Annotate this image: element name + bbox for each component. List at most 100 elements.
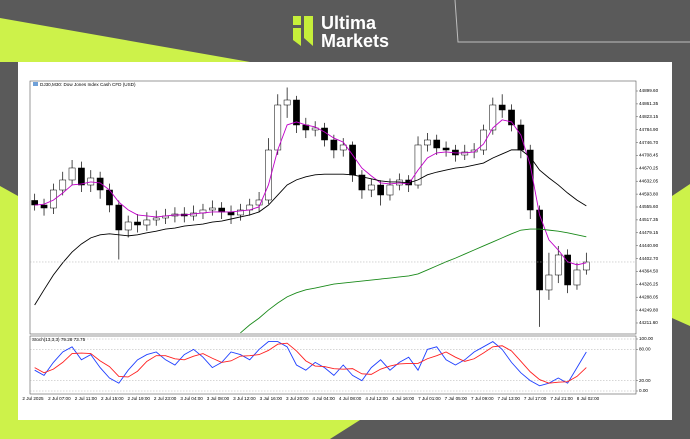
x-tick-label: 4 Jul 08:00 [339, 396, 362, 401]
candle-body [564, 254, 571, 286]
accent-shape [0, 420, 360, 439]
y-tick-label: 44326.25 [639, 282, 659, 287]
y-tick-label: 44823.15 [639, 114, 659, 119]
candle-body [498, 104, 506, 111]
candle-body [508, 109, 515, 126]
y-tick-label: 44670.25 [639, 166, 659, 171]
logo: Ultima Markets [293, 13, 389, 51]
x-tick-label: 2 Jul 23:00 [154, 396, 177, 401]
y-tick-label: 44632.05 [639, 178, 659, 183]
y-tick-label: 44708.45 [639, 153, 659, 158]
y-tick-label: 44861.35 [639, 101, 659, 106]
logo-icon [304, 16, 313, 46]
candle-body [208, 207, 216, 211]
accent-shape [0, 18, 250, 62]
candle-body [545, 274, 553, 291]
candle-body [227, 211, 235, 216]
decor-line [454, 0, 690, 43]
candle-body [68, 167, 76, 181]
candle-body [124, 221, 132, 231]
candle-body [134, 221, 141, 226]
y-tick-label: 44517.35 [639, 217, 659, 222]
candle-body [414, 144, 422, 186]
candle-body [442, 147, 450, 151]
y-tick-label: 44249.80 [639, 307, 659, 312]
x-tick-label: 2 Jul 19:00 [127, 396, 150, 401]
y-tick-label: 44364.50 [639, 269, 659, 274]
y-tick-label: 80.00 [639, 347, 651, 352]
candle-body [489, 104, 497, 131]
logo-icon [293, 16, 301, 25]
x-tick-label: 2 Jul 15:00 [101, 396, 124, 401]
x-tick-label: 7 Jul 09:00 [471, 396, 494, 401]
candle-body [554, 254, 562, 276]
candle-body [115, 204, 123, 231]
candle-body [265, 149, 272, 201]
candle-body [536, 209, 543, 291]
candle-body [321, 127, 328, 141]
candle-body [152, 217, 160, 221]
indicator-line [240, 228, 587, 334]
x-tick-label: 7 Jul 01:00 [418, 396, 441, 401]
candle-body [377, 184, 384, 196]
candle-body [96, 177, 104, 191]
y-tick-label: 44440.90 [639, 243, 659, 248]
x-tick-label: 8 Jul 02:00 [577, 396, 600, 401]
x-tick-label: 2 Jul 11:00 [75, 396, 98, 401]
candle-body [330, 139, 338, 151]
accent-shape [672, 184, 690, 326]
y-tick-label: 44211.60 [639, 320, 658, 325]
candle-body [433, 139, 441, 149]
x-tick-label: 2 Jul 2025 [22, 396, 44, 401]
x-tick-label: 7 Jul 13:00 [497, 396, 520, 401]
y-tick-label: 44479.15 [639, 230, 659, 235]
candle-body [358, 174, 366, 191]
x-tick-label: 3 Jul 08:00 [207, 396, 230, 401]
indicator-line [34, 341, 587, 387]
y-tick-label: 100.00 [639, 336, 653, 341]
y-tick-label: 44402.70 [639, 256, 659, 261]
x-tick-label: 4 Jul 04:00 [312, 396, 335, 401]
symbol-icon [33, 82, 38, 86]
brand-name: Ultima [321, 13, 377, 33]
candle-body [78, 167, 85, 186]
y-tick-label: 44288.05 [639, 294, 659, 299]
candle-body [50, 189, 57, 209]
y-tick-label: 44899.60 [639, 88, 659, 93]
candle-body [339, 144, 347, 151]
stoch-pane-frame [29, 335, 637, 395]
x-tick-label: 4 Jul 16:00 [392, 396, 415, 401]
y-tick-label: 0.00 [639, 388, 648, 393]
candle-body [349, 144, 356, 176]
candle-body [424, 139, 431, 146]
y-tick-label: 44784.90 [639, 127, 659, 132]
x-tick-label: 3 Jul 12:00 [233, 396, 256, 401]
pane-title: Stoch(13,3,3) 79.28 73.75 [32, 337, 86, 342]
x-tick-label: 7 Jul 17:00 [524, 396, 547, 401]
y-tick-label: 44746.70 [639, 140, 659, 145]
candle-body [517, 124, 525, 151]
chart-panel [18, 62, 672, 420]
y-tick-label: 20.00 [639, 378, 651, 383]
indicator-line [34, 342, 587, 384]
x-tick-label: 3 Jul 04:00 [180, 396, 203, 401]
indicator-line [34, 149, 587, 306]
x-tick-label: 2 Jul 07:00 [48, 396, 71, 401]
indicator-line [34, 119, 587, 266]
candle-body [31, 200, 39, 206]
x-tick-label: 3 Jul 16:00 [260, 396, 283, 401]
logo-icon [293, 28, 301, 46]
x-tick-label: 7 Jul 05:00 [445, 396, 468, 401]
candle-body [237, 209, 244, 216]
candle-body [40, 204, 48, 209]
x-tick-label: 7 Jul 21:00 [550, 396, 573, 401]
candle-body [143, 219, 151, 226]
candle-body [283, 99, 291, 106]
accent-shape [0, 186, 18, 439]
candle-body [367, 184, 375, 191]
candle-body [480, 129, 487, 151]
candle-body [573, 269, 581, 286]
candle-body [255, 199, 263, 206]
y-tick-label: 44555.60 [639, 204, 659, 209]
